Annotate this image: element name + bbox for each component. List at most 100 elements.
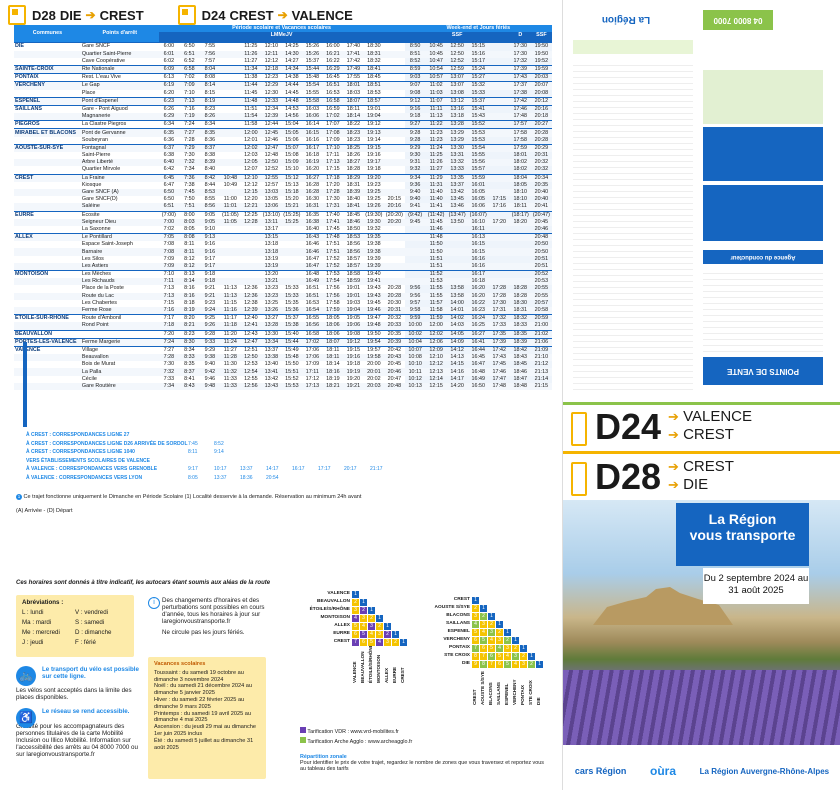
time-cell: 9:30 — [404, 152, 426, 160]
table-row: Quartier Saint-Pierre 6:01 6:51 7:56 11:26 12… — [14, 50, 552, 58]
commune-cell — [14, 218, 81, 226]
time-cell: 11:50 — [425, 241, 447, 249]
time-cell: 20:35 — [530, 181, 552, 189]
time-cell: 16:05 — [467, 188, 489, 197]
time-cell: 18:11 — [509, 203, 531, 211]
time-cell: 20:51 — [530, 262, 552, 271]
time-cell: 17:59 — [322, 306, 344, 315]
time-cell: 9:16 — [199, 248, 221, 256]
zone-label: ALLEX — [334, 623, 350, 628]
time-cell: 20:40 — [530, 188, 552, 197]
time-cell: 15:13 — [285, 181, 299, 188]
time-cell: 11:28 — [220, 354, 241, 362]
time-cell — [384, 226, 405, 234]
line-d28-to: CREST — [99, 7, 144, 23]
time-cell: 13:30 — [446, 143, 468, 152]
commune-cell — [14, 137, 81, 145]
time-cell: 8:34 — [199, 120, 221, 129]
time-cell: 13:05 — [264, 196, 279, 203]
zone-axis-label: PONTAIX — [520, 684, 525, 705]
time-cell — [488, 113, 510, 121]
time-cell: 18:57 — [346, 255, 361, 262]
time-cell: 17:51 — [322, 248, 344, 256]
d28-destination-a: ➔ CREST — [668, 458, 734, 475]
time-cell: 12:15 — [240, 188, 262, 197]
time-cell: 15:20 — [285, 196, 299, 203]
time-cell: 16:55 — [302, 314, 323, 323]
time-cell — [384, 262, 405, 271]
stop-cell: Gare Routière — [80, 382, 159, 390]
time-cell — [488, 188, 510, 197]
stop-cell — [80, 329, 159, 339]
time-cell: 11:07 — [425, 96, 447, 106]
time-cell: 17:32 — [509, 57, 531, 66]
time-cell: 6:45 — [158, 173, 180, 182]
time-cell — [220, 73, 241, 82]
timetable: Communes Points d'arrêt Période scolaire… — [14, 25, 552, 390]
time-cell — [240, 262, 262, 271]
time-cell: 7:20 — [158, 329, 180, 339]
correspondance-time: 18:36 — [240, 474, 253, 481]
time-cell — [281, 270, 303, 279]
time-cell: 18:29 — [343, 173, 364, 182]
time-cell: 8:20 — [179, 314, 200, 323]
bicycle-icon: 🚲 — [16, 666, 36, 686]
stop-cell: Cave Coopérative — [81, 57, 126, 64]
time-cell — [220, 128, 241, 137]
stop-cell: Barnaire — [80, 248, 159, 256]
bus-line-icon — [8, 5, 26, 25]
time-cell: 17:48 — [322, 233, 344, 242]
zone-count-cell: 4 — [472, 621, 479, 628]
time-cell: 13:17 — [264, 225, 279, 232]
time-cell: 13:27 — [261, 314, 282, 323]
time-cell — [220, 159, 241, 167]
time-cell — [446, 270, 468, 279]
time-cell: 17:42 — [509, 96, 531, 106]
table-row: MONTOISON Les Mèches 7:10 8:13 9:18 13:20 16:4… — [14, 270, 552, 279]
zone-axis-label: BLACONS — [488, 682, 493, 705]
time-cell — [509, 225, 531, 234]
time-cell: 18:32 — [367, 57, 381, 64]
app-promo-box — [703, 127, 823, 181]
time-cell: 19:17 — [363, 159, 385, 167]
time-cell: 7:32 — [158, 368, 180, 376]
time-cell: 9:26 — [199, 322, 221, 330]
zone-count-cell: 1 — [360, 599, 367, 606]
time-cell: 19:54 — [363, 337, 385, 347]
band-school: Période scolaire et Vacances scolaires — [158, 25, 405, 33]
time-cell: 9:32 — [404, 166, 426, 175]
stop-cell: Seigneur Dieu — [80, 218, 159, 226]
time-cell: 13:03 — [261, 188, 282, 197]
time-cell: 13:29 — [446, 136, 468, 145]
time-cell: 8:56 — [199, 203, 221, 211]
d24-destination-b-text: CREST — [683, 426, 734, 443]
time-cell: 7:15 — [163, 299, 175, 306]
time-cell: 17:15 — [488, 196, 510, 204]
time-cell: 13:08 — [446, 89, 468, 98]
time-cell: 16:41 — [467, 337, 489, 347]
time-cell: 12:51 — [240, 345, 262, 355]
time-cell: 12:40 — [240, 314, 262, 323]
time-cell: 17:11 — [326, 152, 340, 159]
time-cell: 6:36 — [163, 136, 175, 143]
rotated-text-block-2 — [703, 268, 823, 353]
time-cell: 14:30 — [281, 50, 303, 58]
time-cell: 7:09 — [163, 255, 175, 262]
time-cell: 19:04 — [343, 306, 364, 315]
correspondance-time: 20:17 — [344, 466, 357, 472]
time-cell: 12:05 — [240, 159, 262, 167]
zone-count-cell: 2 — [384, 631, 391, 638]
commune-cell — [14, 226, 81, 234]
time-cell — [240, 233, 262, 242]
time-cell — [384, 166, 405, 174]
zone-count-cell: 3 — [480, 621, 487, 628]
time-cell: 8:52 — [404, 57, 426, 66]
time-cell — [240, 270, 262, 279]
zone-label: ÉTOILE/S/RHÔNE — [309, 607, 350, 612]
time-cell: 16:17 — [302, 143, 323, 152]
time-cell: 17:28 — [322, 188, 344, 197]
time-cell: 15:36 — [281, 306, 303, 315]
correspondance-label: À CREST : CORRESPONDANCES LIGNE 1040 — [26, 449, 135, 455]
bike-info: 🚲 Le transport du vélo est possible sur … — [16, 666, 146, 701]
time-cell: 15:44 — [302, 64, 323, 74]
